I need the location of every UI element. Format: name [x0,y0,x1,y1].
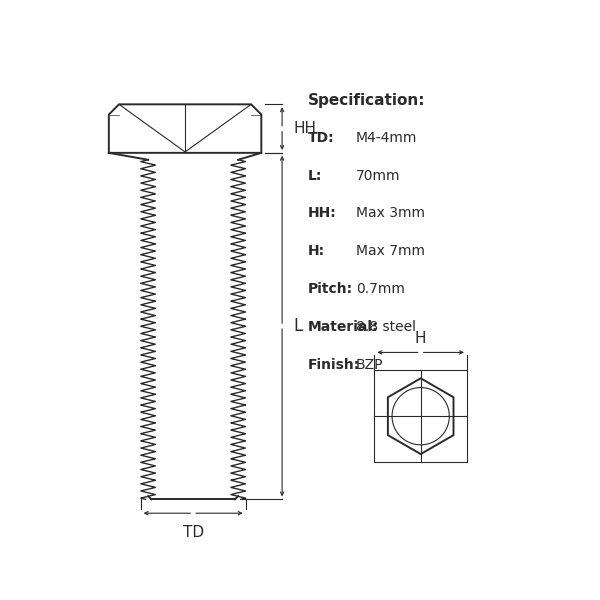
Text: BZP: BZP [356,358,383,372]
Text: 8.8 steel: 8.8 steel [356,320,416,334]
Text: 70mm: 70mm [356,169,401,182]
Text: Finish:: Finish: [308,358,360,372]
Text: H:: H: [308,244,325,259]
Text: 0.7mm: 0.7mm [356,282,405,296]
Text: H: H [415,331,427,346]
Text: Pitch:: Pitch: [308,282,353,296]
Text: M4-4mm: M4-4mm [356,131,418,145]
Text: TD:: TD: [308,131,334,145]
Text: Material:: Material: [308,320,378,334]
Text: HH: HH [293,121,317,136]
Text: TD: TD [182,525,204,540]
Text: Max 3mm: Max 3mm [356,206,425,220]
Text: HH:: HH: [308,206,336,220]
Text: Max 7mm: Max 7mm [356,244,425,259]
Text: Specification:: Specification: [308,93,425,108]
Text: L:: L: [308,169,322,182]
Text: L: L [293,317,303,335]
